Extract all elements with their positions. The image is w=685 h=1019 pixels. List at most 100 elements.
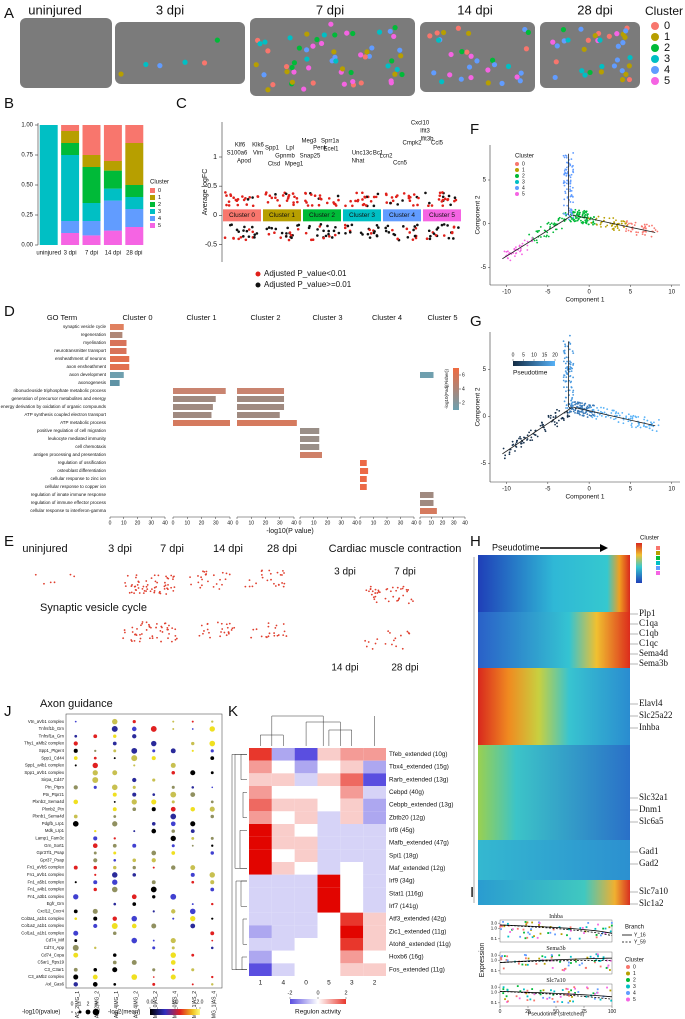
bar-segment [82, 203, 101, 221]
gene-label: Lcn2 [379, 154, 393, 160]
dot [93, 785, 97, 789]
cell-dot [612, 217, 615, 219]
cell-point [596, 991, 599, 994]
gene-dot [310, 238, 313, 242]
expression-dot [206, 622, 209, 625]
expression-dot [398, 597, 401, 600]
bar-segment [82, 167, 101, 203]
dot [112, 872, 118, 878]
dot [72, 820, 79, 827]
cell-point [526, 989, 529, 992]
dot [151, 828, 157, 834]
cell-dot [565, 172, 567, 175]
cell-point [519, 990, 522, 993]
expression-dot [252, 628, 255, 631]
cell-point [602, 956, 605, 959]
dot [210, 771, 214, 775]
expression-dot [174, 638, 177, 641]
cell-point [567, 991, 570, 993]
gene-dot [291, 192, 295, 195]
cell-dot [526, 244, 529, 247]
cell-dot [582, 411, 584, 414]
dot [93, 851, 97, 855]
gene-dot [316, 228, 319, 231]
cell-point [592, 957, 595, 960]
cell-point [599, 934, 602, 937]
cell-dot [508, 451, 511, 454]
spot [362, 54, 368, 60]
dot [73, 967, 78, 972]
expression-dot [373, 598, 376, 601]
spot [304, 56, 310, 62]
expression-dot [387, 600, 390, 603]
cell-dot [565, 182, 568, 185]
cell-dot [572, 152, 575, 154]
cell-dot [570, 194, 573, 196]
dot [152, 778, 156, 782]
panel-letter: I [470, 884, 474, 901]
dot [131, 755, 138, 762]
cell-dot [504, 454, 507, 457]
bar [110, 324, 124, 330]
cell-dot [565, 166, 568, 169]
heatmap-cell [249, 900, 272, 913]
spot [587, 69, 593, 76]
bar [420, 508, 437, 514]
heatmap-cell [294, 938, 318, 951]
expression-dot [215, 583, 218, 585]
cell-dot [523, 436, 525, 439]
gene-label: Meg3 [301, 139, 317, 145]
colorbar-label: 10 [531, 352, 537, 358]
heatmap-cell [249, 786, 272, 799]
dot [132, 902, 137, 906]
cell-dot [563, 198, 566, 201]
cell-point [609, 930, 612, 933]
expression-dot [387, 630, 390, 633]
dot [210, 887, 215, 892]
cell-point [586, 987, 589, 990]
x-tick-label: 0 [172, 520, 175, 526]
y-tick-label: 3.0 [491, 952, 498, 957]
expression-dot [405, 588, 408, 591]
cluster-strip [223, 209, 261, 222]
x-tick-label: 5 [629, 487, 633, 493]
cell-dot [563, 212, 565, 215]
gene-dot [265, 227, 269, 231]
cell-dot [556, 408, 558, 411]
expression-dot [170, 574, 173, 577]
expression-dot [136, 584, 139, 586]
x-tick-label: 40 [411, 520, 417, 526]
heatmap-cell [271, 748, 295, 761]
cell-point [531, 921, 534, 924]
dot [74, 881, 77, 884]
spot [387, 28, 393, 34]
cell-point [527, 931, 530, 934]
legend-swatch [515, 180, 519, 184]
cell-point [559, 995, 562, 998]
panel-letter: A [4, 5, 14, 22]
spot [599, 63, 605, 70]
cell-point [578, 937, 581, 940]
cell-dot [570, 173, 573, 176]
regulon-label: Cebpd (40g) [389, 789, 424, 796]
cell-point [539, 932, 542, 935]
legend-label: 5 [522, 191, 525, 197]
dot [191, 880, 195, 884]
expression-dot [376, 592, 379, 594]
cell-dot [589, 411, 592, 414]
cell-dot [586, 214, 589, 217]
expression-dot [412, 600, 414, 603]
gene-dot [243, 225, 246, 229]
heatmap-cell [249, 811, 272, 824]
heatmap-cell [271, 925, 295, 938]
cell-point [501, 955, 504, 957]
cell-dot [633, 224, 636, 227]
gene-dot [368, 236, 372, 239]
cell-dot [549, 414, 552, 417]
heatmap-cell [294, 900, 318, 913]
cell-point [538, 957, 541, 960]
expression-dot [148, 623, 150, 626]
spot [283, 63, 290, 70]
gene-dot [317, 203, 321, 207]
cell-dot [620, 222, 623, 225]
